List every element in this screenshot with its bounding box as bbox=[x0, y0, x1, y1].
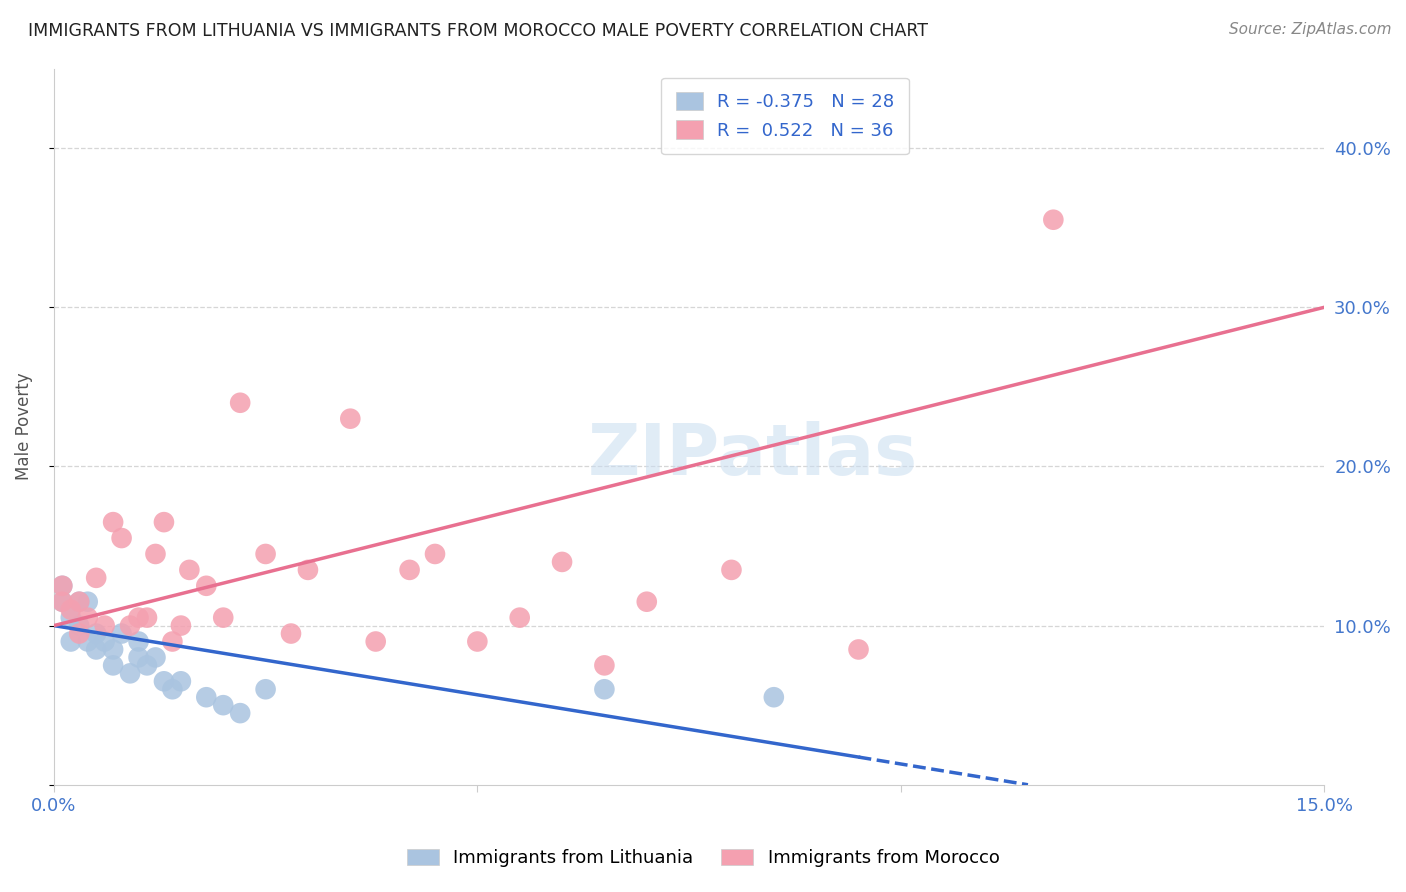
Point bbox=[67, 595, 90, 609]
Point bbox=[84, 571, 107, 585]
Point bbox=[76, 610, 98, 624]
Point bbox=[101, 658, 124, 673]
Point bbox=[229, 706, 252, 720]
Point bbox=[120, 618, 142, 632]
Point bbox=[93, 618, 115, 632]
Point bbox=[848, 642, 870, 657]
Point bbox=[195, 690, 218, 705]
Point bbox=[136, 610, 159, 624]
Point bbox=[67, 618, 90, 632]
Point bbox=[170, 674, 193, 689]
Point bbox=[720, 563, 742, 577]
Point bbox=[51, 579, 73, 593]
Point bbox=[593, 682, 616, 697]
Point bbox=[212, 610, 235, 624]
Point bbox=[145, 650, 167, 665]
Point bbox=[467, 634, 489, 648]
Legend: R = -0.375   N = 28, R =  0.522   N = 36: R = -0.375 N = 28, R = 0.522 N = 36 bbox=[661, 78, 908, 154]
Point bbox=[93, 634, 115, 648]
Point bbox=[84, 626, 107, 640]
Point bbox=[110, 626, 132, 640]
Point bbox=[153, 515, 176, 529]
Point bbox=[254, 547, 277, 561]
Point bbox=[145, 547, 167, 561]
Point bbox=[59, 610, 82, 624]
Text: ZIPatlas: ZIPatlas bbox=[588, 421, 918, 490]
Text: IMMIGRANTS FROM LITHUANIA VS IMMIGRANTS FROM MOROCCO MALE POVERTY CORRELATION CH: IMMIGRANTS FROM LITHUANIA VS IMMIGRANTS … bbox=[28, 22, 928, 40]
Y-axis label: Male Poverty: Male Poverty bbox=[15, 373, 32, 481]
Legend: Immigrants from Lithuania, Immigrants from Morocco: Immigrants from Lithuania, Immigrants fr… bbox=[399, 841, 1007, 874]
Point bbox=[128, 650, 150, 665]
Point bbox=[509, 610, 531, 624]
Point bbox=[76, 634, 98, 648]
Point bbox=[128, 610, 150, 624]
Point bbox=[162, 634, 184, 648]
Point bbox=[59, 602, 82, 616]
Point bbox=[170, 618, 193, 632]
Point bbox=[110, 531, 132, 545]
Point bbox=[551, 555, 574, 569]
Point bbox=[636, 595, 658, 609]
Point bbox=[179, 563, 201, 577]
Point bbox=[76, 595, 98, 609]
Point bbox=[101, 515, 124, 529]
Point bbox=[280, 626, 302, 640]
Point bbox=[67, 595, 90, 609]
Point bbox=[212, 698, 235, 713]
Point bbox=[120, 666, 142, 681]
Point bbox=[762, 690, 785, 705]
Point bbox=[59, 634, 82, 648]
Point bbox=[364, 634, 387, 648]
Point bbox=[423, 547, 446, 561]
Point bbox=[593, 658, 616, 673]
Point bbox=[398, 563, 420, 577]
Point bbox=[84, 642, 107, 657]
Point bbox=[195, 579, 218, 593]
Point bbox=[51, 595, 73, 609]
Point bbox=[136, 658, 159, 673]
Point bbox=[128, 634, 150, 648]
Point bbox=[51, 579, 73, 593]
Text: Source: ZipAtlas.com: Source: ZipAtlas.com bbox=[1229, 22, 1392, 37]
Point bbox=[51, 595, 73, 609]
Point bbox=[297, 563, 319, 577]
Point bbox=[101, 642, 124, 657]
Point bbox=[1042, 212, 1064, 227]
Point bbox=[254, 682, 277, 697]
Point bbox=[67, 626, 90, 640]
Point bbox=[229, 396, 252, 410]
Point bbox=[153, 674, 176, 689]
Point bbox=[162, 682, 184, 697]
Point bbox=[339, 411, 361, 425]
